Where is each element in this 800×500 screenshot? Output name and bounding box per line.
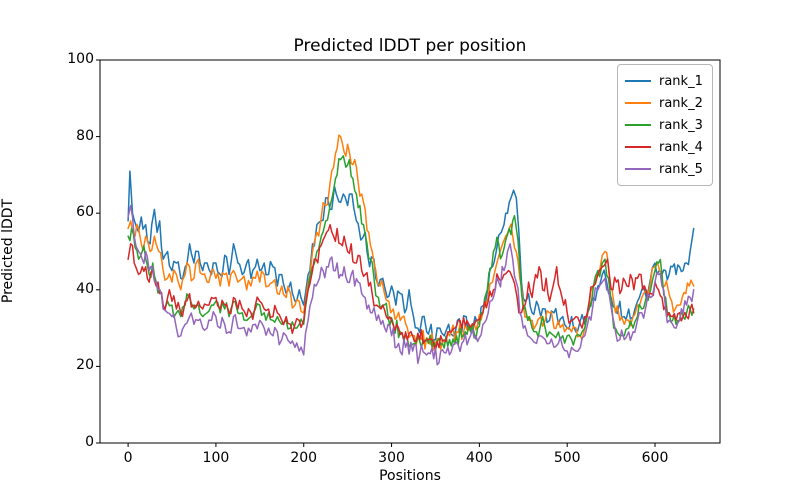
legend-entry: rank_5 [625, 158, 703, 180]
legend-entry: rank_2 [625, 92, 703, 114]
legend-label: rank_5 [659, 161, 703, 177]
legend-entry: rank_3 [625, 114, 703, 136]
series-rank_2 [127, 134, 695, 351]
legend-label: rank_4 [659, 139, 703, 155]
legend-line-swatch [625, 102, 651, 104]
series-rank_3 [127, 155, 695, 349]
plot-spines [99, 59, 721, 444]
y-tick-label: 40 [76, 280, 94, 297]
legend-entry: rank_4 [625, 136, 703, 158]
legend-label: rank_3 [659, 117, 703, 133]
chart-title: Predicted lDDT per position [293, 36, 527, 56]
series-rank_5 [127, 204, 695, 366]
series-rank_4 [127, 223, 695, 351]
y-tick-label: 20 [76, 357, 94, 374]
legend-line-swatch [625, 146, 651, 148]
x-tick-label: 200 [290, 450, 318, 466]
legend-line-swatch [625, 168, 651, 170]
y-axis-label: Predicted lDDT [0, 198, 16, 304]
x-tick-label: 100 [202, 450, 230, 466]
legend-line-swatch [625, 80, 651, 82]
x-tick-label: 300 [378, 450, 405, 466]
legend-entry: rank_1 [625, 70, 703, 92]
x-axis-label: Positions [379, 468, 441, 484]
y-tick-label: 60 [76, 204, 94, 221]
x-tick-label: 500 [553, 450, 581, 466]
y-tick-label: 80 [76, 127, 94, 144]
x-tick-label: 0 [123, 450, 133, 466]
legend-label: rank_2 [659, 95, 703, 111]
legend: rank_1 rank_2 rank_3 rank_4 rank_5 [617, 64, 713, 186]
legend-label: rank_1 [659, 73, 703, 89]
y-tick-label: 0 [85, 434, 94, 450]
legend-line-swatch [625, 124, 651, 126]
y-tick-label: 100 [67, 51, 94, 67]
x-tick-label: 400 [466, 450, 493, 466]
x-tick-label: 600 [641, 450, 669, 466]
series-rank_1 [127, 170, 695, 341]
